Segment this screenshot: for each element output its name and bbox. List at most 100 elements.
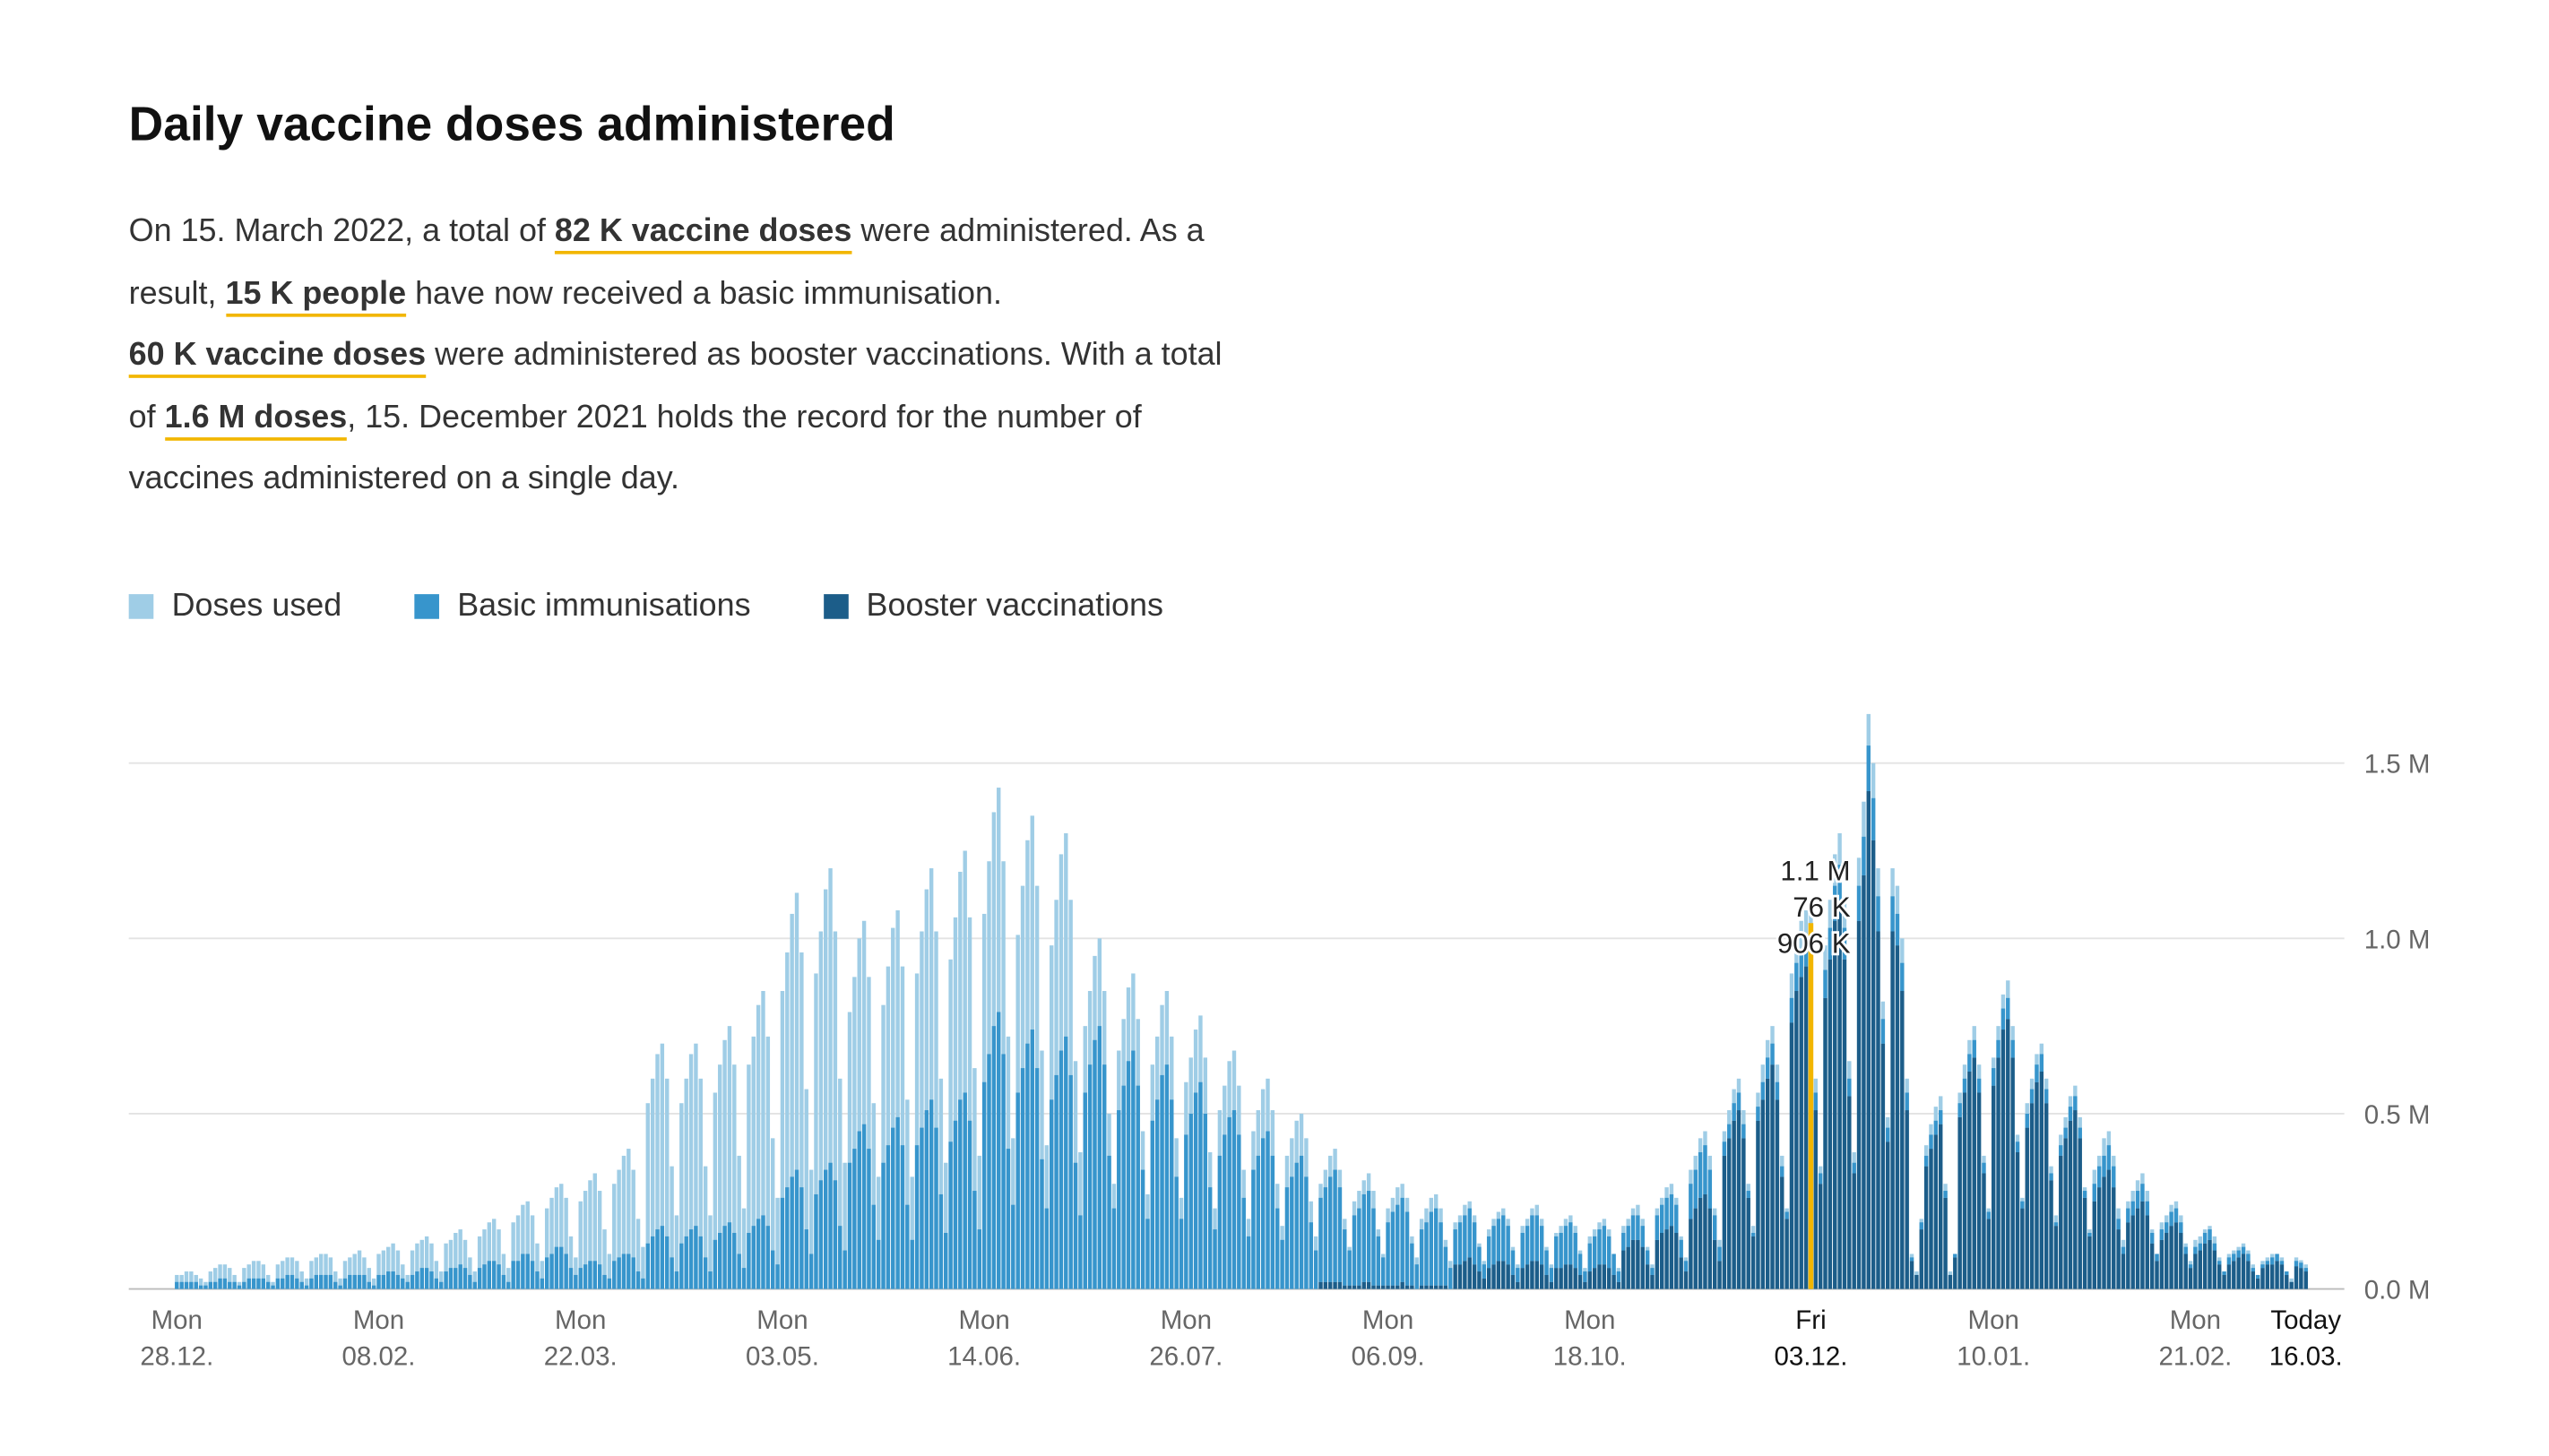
bar-booster: [1833, 920, 1837, 1289]
bar-basic: [924, 1110, 929, 1289]
bar-booster: [1419, 1285, 1424, 1289]
bar-doses: [741, 1208, 747, 1289]
bar-basic: [1765, 1057, 1770, 1079]
bar-basic: [314, 1274, 318, 1289]
bar-basic: [2179, 1222, 2183, 1233]
legend: Doses used Basic immunisations Booster vac…: [128, 587, 1163, 625]
bar-basic: [342, 1278, 348, 1289]
bar-basic: [1472, 1222, 1477, 1265]
bar-doses: [515, 1215, 521, 1289]
bar-booster: [2226, 1264, 2232, 1289]
bar-booster: [2039, 1072, 2044, 1289]
bar-basic: [1419, 1229, 1424, 1286]
bar-doses: [698, 1078, 703, 1289]
bar-doses: [415, 1243, 419, 1289]
bar-basic: [1145, 1219, 1150, 1289]
bar-basic: [631, 1257, 635, 1289]
bar-basic: [1040, 1159, 1044, 1289]
bar-doses: [612, 1184, 617, 1289]
bar-basic: [761, 1215, 765, 1289]
bar-booster: [1982, 1173, 1986, 1289]
bar-doses: [924, 889, 929, 1289]
bar-booster: [1491, 1264, 1496, 1289]
bar-booster: [1400, 1281, 1404, 1289]
bar-doses: [410, 1250, 415, 1289]
bar-basic: [1923, 1155, 1929, 1167]
bar-basic: [2226, 1257, 2232, 1265]
bar-doses: [765, 1036, 771, 1289]
bar-basic: [1256, 1155, 1260, 1289]
legend-label: Doses used: [171, 587, 342, 625]
bar-basic: [2299, 1262, 2303, 1269]
bar-basic: [1775, 1081, 1780, 1100]
bar-basic: [1803, 938, 1809, 967]
bar-basic: [1068, 1074, 1073, 1289]
highlight-text: 82 K vaccine doses: [554, 212, 852, 254]
bar-basic: [2155, 1254, 2159, 1262]
bar-basic: [713, 1239, 718, 1289]
tooltip-value: 76 K: [1793, 892, 1851, 923]
bar-booster: [2246, 1261, 2251, 1289]
bar-basic: [1828, 927, 1833, 960]
bar-basic: [747, 1232, 751, 1289]
bar-basic: [352, 1274, 357, 1289]
bar-booster: [1770, 1064, 1775, 1289]
bar-basic: [1880, 1019, 1886, 1044]
bar-basic: [1117, 1110, 1121, 1289]
bar-basic: [775, 1264, 780, 1289]
bar-doses: [881, 1004, 886, 1289]
bar-basic: [1188, 1113, 1193, 1289]
bar-basic: [1895, 913, 1900, 946]
bar-basic: [838, 1226, 842, 1289]
bar-basic: [2164, 1222, 2169, 1233]
bar-basic: [1703, 1145, 1707, 1194]
bar-basic: [2246, 1254, 2251, 1262]
x-tick-weekday: Mon: [756, 1305, 808, 1335]
bar-basic: [1299, 1155, 1304, 1289]
bar-doses: [544, 1208, 549, 1289]
bar-booster: [2112, 1187, 2116, 1289]
bar-basic: [1361, 1193, 1366, 1282]
bar-basic: [583, 1264, 588, 1289]
x-tick-weekday: Mon: [1161, 1305, 1212, 1335]
x-tick-weekday: Mon: [958, 1305, 1009, 1335]
bar-doses: [838, 1078, 842, 1289]
bar-booster: [2289, 1281, 2294, 1289]
bar-booster: [1909, 1261, 1914, 1289]
bars: [175, 713, 2308, 1289]
bar-booster: [1803, 966, 1809, 1289]
bar-booster: [1544, 1274, 1549, 1289]
bar-doses: [934, 931, 938, 1289]
bar-booster: [1486, 1268, 1491, 1289]
bar-basic: [1592, 1236, 1597, 1269]
bar-basic: [324, 1274, 328, 1289]
bar-basic: [2053, 1222, 2059, 1227]
bar-booster: [2299, 1268, 2303, 1289]
bar-doses: [198, 1278, 203, 1289]
bar-booster: [1573, 1268, 1577, 1289]
bar-basic: [1919, 1222, 1923, 1230]
bar-doses: [222, 1264, 228, 1289]
bar-basic: [415, 1271, 419, 1289]
bar-booster: [1563, 1264, 1568, 1289]
bar-doses: [444, 1243, 448, 1289]
bar-basic: [1001, 1054, 1006, 1289]
bar-booster: [2087, 1236, 2092, 1289]
bar-basic: [794, 1169, 799, 1289]
bar-booster: [2082, 1197, 2087, 1289]
bar-basic: [1660, 1204, 1664, 1233]
bar-booster: [1410, 1285, 1414, 1289]
bar-basic: [348, 1274, 352, 1289]
bar-booster: [2044, 1103, 2049, 1289]
bar-basic: [175, 1281, 179, 1289]
bar-basic: [938, 1193, 944, 1289]
bar-booster: [1587, 1271, 1592, 1289]
bar-booster: [1530, 1261, 1534, 1289]
bar-basic: [1530, 1215, 1534, 1262]
bar-doses: [242, 1268, 246, 1289]
bar-booster: [2164, 1232, 2169, 1289]
bar-basic: [1131, 1050, 1136, 1289]
bar-basic: [1520, 1232, 1525, 1269]
